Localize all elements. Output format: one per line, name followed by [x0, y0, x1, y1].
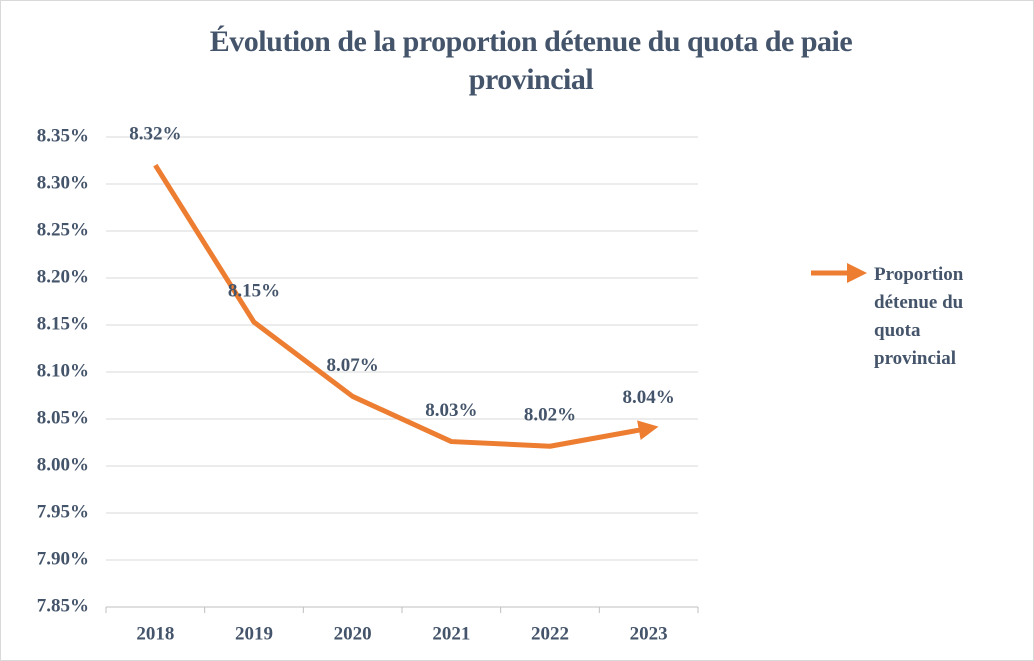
line — [153, 163, 659, 449]
x-tick-label: 2021 — [432, 623, 470, 644]
legend-label: Proportion détenue du quota provincial — [874, 264, 964, 369]
y-tick-label: 8.10% — [37, 360, 89, 381]
data-label: 8.04% — [623, 387, 675, 408]
x-tick-label: 2019 — [235, 623, 273, 644]
y-tick-label: 7.95% — [37, 501, 89, 522]
y-tick-label: 8.05% — [37, 407, 89, 428]
x-tick-label: 2023 — [630, 623, 668, 644]
data-label: 8.02% — [524, 405, 576, 426]
chart-title: Évolution de la proportion détenue du qu… — [209, 25, 853, 96]
data-label: 8.07% — [327, 355, 379, 376]
x-tick-label: 2022 — [531, 623, 569, 644]
y-tick-label: 7.90% — [37, 548, 89, 569]
y-tick-label: 8.00% — [37, 454, 89, 475]
x-tick-label: 2018 — [136, 623, 174, 644]
y-tick-label: 7.85% — [37, 595, 89, 616]
data-label: 8.15% — [228, 281, 280, 302]
data-label: 8.03% — [425, 400, 477, 421]
y-tick-label: 8.20% — [37, 266, 89, 287]
y-tick-label: 8.30% — [37, 172, 89, 193]
y-tick-label: 8.15% — [37, 313, 89, 334]
x-tick-label: 2020 — [334, 623, 372, 644]
y-tick-label: 8.25% — [37, 219, 89, 240]
data-label: 8.32% — [129, 124, 181, 145]
y-tick-label: 8.35% — [37, 125, 89, 146]
